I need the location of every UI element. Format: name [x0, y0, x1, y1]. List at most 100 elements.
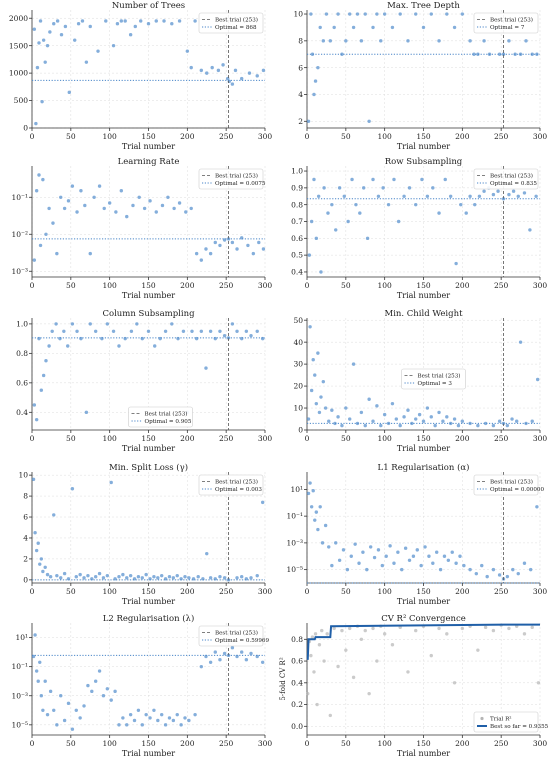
trial-point	[438, 567, 443, 572]
trial-point	[361, 186, 366, 190]
legend-label: Optimal = 3	[418, 381, 453, 387]
trial-point	[41, 177, 45, 182]
x-tick-label: 100	[103, 587, 118, 596]
legend-box	[198, 625, 264, 647]
trial-point	[37, 173, 41, 177]
trial-point	[187, 576, 191, 580]
trial-point	[392, 561, 396, 565]
trial-point	[171, 718, 176, 723]
trial-point	[44, 232, 48, 236]
trial-point	[483, 625, 488, 630]
trial-point	[196, 575, 200, 579]
panel-title: Learning Rate	[118, 157, 180, 167]
trial-point	[109, 480, 113, 485]
trial-point	[204, 247, 208, 251]
x-axis-label: Trial number	[122, 142, 175, 151]
trial-point	[38, 19, 43, 23]
trial-point	[316, 351, 320, 355]
trial-point	[429, 415, 433, 419]
y-tick-label: 0.5	[291, 251, 303, 260]
trial-point	[63, 24, 68, 29]
trial-point	[205, 551, 209, 556]
x-axis-label: Trial number	[397, 142, 450, 151]
x-tick-label: 300	[258, 434, 273, 443]
legend: Best trial (253)Optimal = 0.59969	[198, 625, 269, 647]
trial-point	[333, 421, 337, 426]
trial-point	[379, 423, 383, 428]
trial-point	[363, 12, 367, 16]
trial-point	[41, 708, 45, 712]
trial-point	[50, 329, 54, 333]
x-tick-label: 150	[141, 434, 156, 443]
trial-point	[458, 554, 462, 558]
x-tick-label: 100	[103, 132, 118, 141]
trial-point	[199, 258, 204, 262]
trial-point	[131, 203, 135, 208]
trial-point	[497, 52, 502, 56]
trial-point	[82, 704, 86, 708]
y-tick-label: 10⁻⁵	[286, 565, 303, 574]
trial-point	[375, 404, 379, 408]
trial-point	[456, 423, 461, 428]
x-axis-label: Trial number	[397, 749, 450, 758]
trial-point	[332, 626, 336, 631]
trial-point	[507, 39, 511, 43]
panel-title: Column Subsampling	[102, 309, 195, 319]
trial-point	[177, 19, 182, 23]
trial-point	[382, 632, 387, 636]
trial-point	[371, 626, 375, 631]
trial-point	[445, 12, 449, 16]
trial-point	[388, 544, 392, 548]
trial-point	[59, 32, 64, 37]
x-tick-label: 0	[305, 587, 310, 596]
trial-point	[70, 184, 75, 188]
trial-point	[396, 550, 400, 554]
trial-point	[208, 329, 213, 333]
trial-point	[125, 576, 129, 580]
trial-point	[522, 561, 527, 565]
y-tick-label: 2	[298, 117, 303, 126]
y-tick-label: 10¹	[290, 485, 303, 494]
y-tick-label: 40	[293, 338, 303, 347]
trial-point	[319, 395, 323, 399]
trial-point	[384, 554, 388, 558]
trial-point	[476, 648, 480, 652]
trial-point	[48, 30, 52, 34]
legend-box	[473, 711, 539, 733]
panel-9: 0 50 100 150 200 250 300 10⁻⁵ 10⁻³ 10⁻¹ 10¹ L2 Regu…	[11, 613, 272, 758]
trial-point	[255, 573, 259, 578]
trial-point	[175, 712, 179, 717]
x-tick-label: 300	[258, 739, 273, 748]
trial-point	[313, 79, 318, 83]
x-tick-label: 100	[378, 587, 393, 596]
legend: Best trial (253)Optimal = 0.835	[473, 168, 539, 190]
trial-point	[454, 261, 458, 266]
legend-marker	[480, 716, 484, 721]
x-tick-label: 200	[455, 587, 470, 596]
trial-point	[208, 251, 213, 256]
trial-point	[36, 541, 40, 545]
trial-point	[437, 626, 441, 631]
trial-point	[312, 670, 316, 674]
panel-1: 0 50 100 150 200 250 300 0 500 1000 1500 2000 Number…	[9, 1, 272, 151]
trial-point	[390, 643, 395, 647]
x-tick-label: 50	[66, 739, 76, 748]
x-tick-label: 200	[180, 587, 195, 596]
trial-point	[32, 27, 37, 31]
trial-point	[435, 550, 439, 554]
trial-point	[59, 576, 63, 580]
trial-point	[306, 691, 310, 696]
x-axis-label: Trial number	[122, 291, 175, 300]
trial-point	[199, 329, 204, 333]
trial-point	[361, 550, 365, 554]
trial-point	[365, 236, 370, 241]
y-tick-label: 10⁻¹	[11, 662, 28, 671]
trial-point	[414, 417, 418, 421]
trial-point	[306, 417, 311, 421]
trial-point	[415, 548, 419, 552]
trial-point	[218, 575, 222, 579]
trial-point	[146, 329, 151, 333]
x-tick-label: 50	[341, 587, 351, 596]
trial-point	[45, 572, 50, 577]
